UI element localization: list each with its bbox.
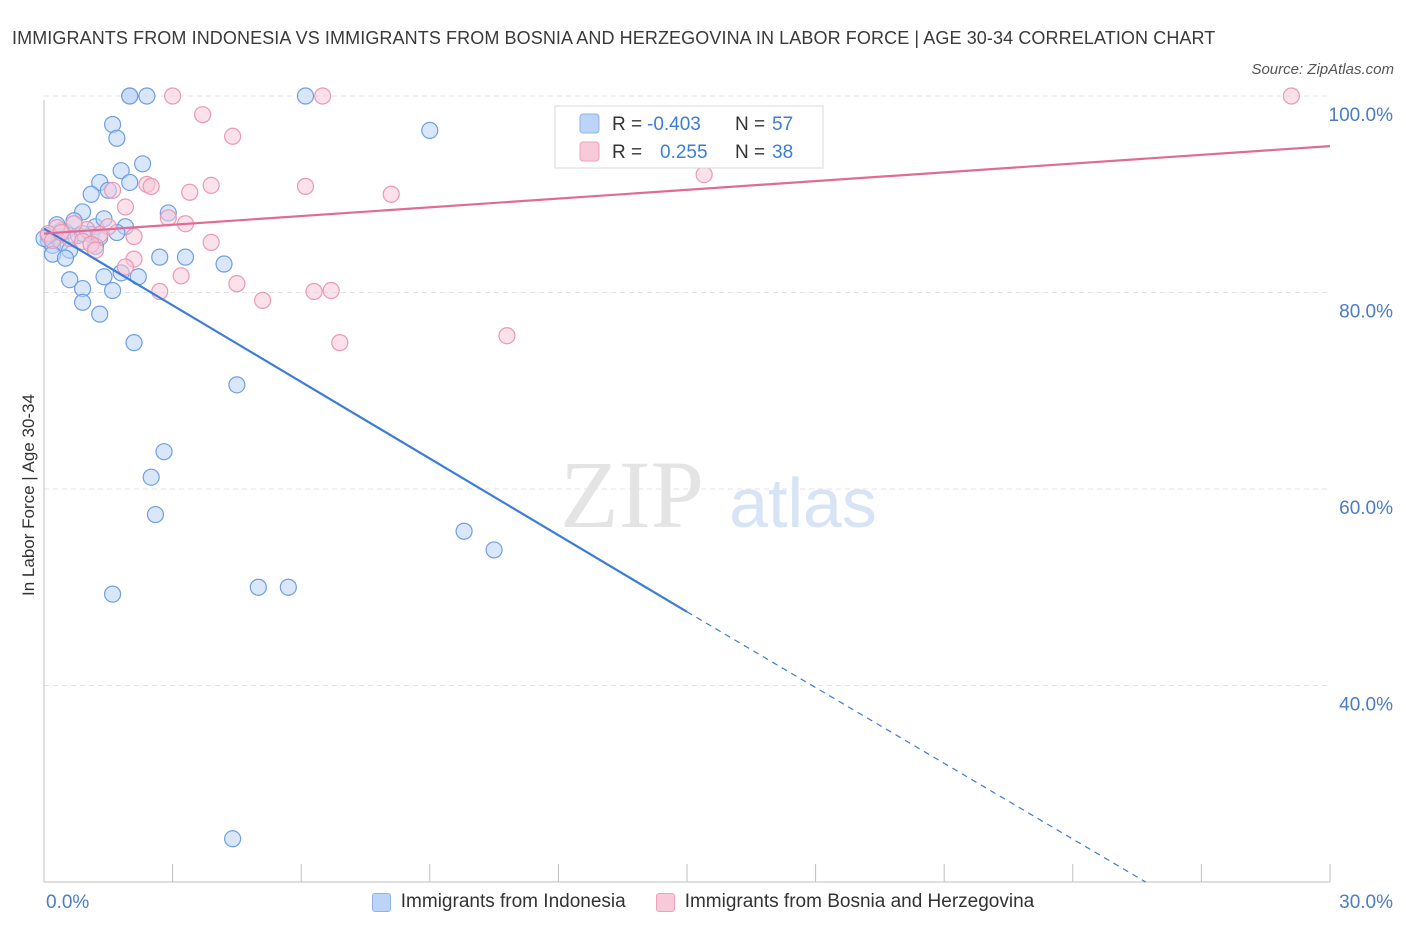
- point-bosnia: [695, 166, 713, 184]
- point-bosnia: [125, 227, 143, 246]
- source-label: Source: ZipAtlas.com: [1251, 61, 1394, 78]
- point-bosnia: [164, 87, 182, 105]
- point-bosnia: [194, 106, 212, 124]
- trend-line-indonesia: [43, 227, 688, 613]
- point-indonesia: [61, 271, 79, 289]
- point-bosnia: [159, 209, 177, 227]
- n-value-bosnia: 38: [772, 142, 793, 163]
- legend-swatch-indonesia: [371, 892, 391, 912]
- point-bosnia: [254, 291, 272, 309]
- legend-swatch-blue: [579, 113, 600, 134]
- point-bosnia: [498, 327, 516, 345]
- point-indonesia: [121, 87, 139, 105]
- legend-item-bosnia: Immigrants from Bosnia and Herzegovina: [655, 889, 1035, 915]
- point-indonesia: [56, 249, 75, 267]
- point-indonesia: [485, 541, 503, 559]
- legend-item-indonesia: Immigrants from Indonesia: [371, 889, 626, 915]
- point-bosnia: [1282, 87, 1301, 105]
- trend-line-bosnia: [43, 145, 1331, 235]
- point-bosnia: [181, 183, 199, 201]
- point-indonesia: [121, 173, 139, 192]
- y-tick-label: 80.0%: [1339, 302, 1393, 323]
- point-bosnia: [224, 127, 242, 145]
- point-indonesia: [103, 281, 122, 300]
- point-bosnia: [142, 177, 160, 195]
- n-value-indonesia: 57: [772, 114, 793, 135]
- point-indonesia: [228, 376, 246, 394]
- point-indonesia: [146, 505, 165, 524]
- tick-labels: 100.0% 80.0% 60.0% 40.0% 0.0% 30.0%: [46, 105, 1393, 913]
- y-axis-label: In Labor Force | Age 30-34: [19, 394, 38, 596]
- y-tick-label: 40.0%: [1339, 695, 1393, 716]
- point-indonesia: [215, 255, 233, 273]
- stats-legend-box: R = -0.403 N = 57 R = 0.255 N = 38: [554, 105, 824, 169]
- gridlines: [44, 95, 1330, 686]
- point-bosnia: [228, 275, 246, 293]
- point-indonesia: [103, 585, 122, 603]
- r-label-bosnia: R =: [612, 142, 642, 163]
- x-tick-label: 0.0%: [46, 892, 89, 913]
- point-bosnia: [172, 267, 190, 285]
- n-label-bosnia: N =: [735, 142, 765, 163]
- point-indonesia: [112, 162, 130, 180]
- point-bosnia: [331, 334, 349, 352]
- series-legend: Immigrants from Indonesia Immigrants fro…: [0, 889, 1406, 915]
- point-indonesia: [73, 293, 92, 311]
- watermark-atlas: atlas: [729, 464, 877, 542]
- x-tick-label: 30.0%: [1339, 892, 1393, 913]
- point-bosnia: [305, 282, 323, 301]
- point-bosnia: [103, 181, 122, 199]
- point-indonesia: [421, 121, 439, 139]
- trend-line-indonesia-extrapolated: [686, 611, 1146, 883]
- chart-title: IMMIGRANTS FROM INDONESIA VS IMMIGRANTS …: [12, 28, 1216, 48]
- point-indonesia: [249, 578, 267, 596]
- legend-label-bosnia: Immigrants from Bosnia and Herzegovina: [684, 891, 1035, 912]
- y-tick-label: 60.0%: [1339, 498, 1393, 519]
- point-indonesia: [142, 468, 160, 486]
- point-indonesia: [133, 155, 152, 173]
- point-indonesia: [279, 578, 297, 596]
- point-bosnia: [296, 177, 315, 195]
- watermark-zip: ZIP: [560, 441, 704, 548]
- r-label-indonesia: R =: [612, 114, 642, 135]
- point-indonesia: [138, 87, 156, 105]
- point-bosnia: [116, 198, 135, 216]
- r-value-indonesia: -0.403: [647, 114, 701, 135]
- point-indonesia: [125, 334, 143, 352]
- point-indonesia: [82, 185, 100, 203]
- trend-lines: [43, 145, 1331, 883]
- point-indonesia: [91, 305, 109, 323]
- y-tick-label: 100.0%: [1329, 105, 1394, 126]
- point-bosnia: [382, 185, 400, 203]
- point-bosnia: [116, 258, 135, 276]
- data-points: [35, 87, 1301, 848]
- legend-swatch-bosnia: [655, 892, 675, 912]
- point-bosnia: [314, 87, 332, 105]
- point-indonesia: [176, 248, 195, 266]
- point-bosnia: [322, 281, 340, 300]
- point-indonesia: [224, 830, 242, 848]
- point-indonesia: [95, 268, 113, 286]
- n-label-indonesia: N =: [735, 114, 765, 135]
- point-indonesia: [151, 248, 169, 266]
- legend-label-indonesia: Immigrants from Indonesia: [400, 891, 626, 912]
- point-indonesia: [155, 443, 173, 461]
- point-indonesia: [108, 129, 126, 147]
- point-bosnia: [202, 176, 220, 195]
- point-bosnia: [202, 233, 220, 251]
- legend-swatch-pink: [579, 141, 600, 162]
- r-value-bosnia: 0.255: [660, 142, 708, 163]
- point-indonesia: [296, 87, 315, 105]
- point-indonesia: [455, 522, 473, 540]
